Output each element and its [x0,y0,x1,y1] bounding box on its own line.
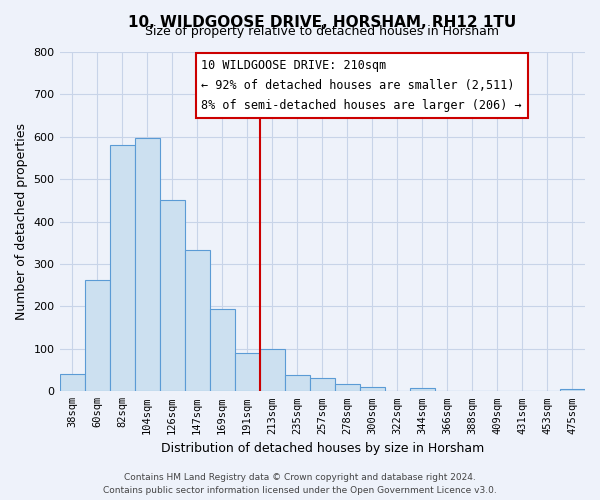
Bar [235,353,260,392]
Bar [160,200,185,392]
Bar [185,250,209,392]
Bar [59,374,85,392]
X-axis label: Distribution of detached houses by size in Horsham: Distribution of detached houses by size … [161,442,484,455]
Bar [360,387,385,392]
Bar [85,280,110,392]
Bar [260,349,285,392]
Y-axis label: Number of detached properties: Number of detached properties [15,123,28,320]
Bar [560,389,585,392]
Text: 10 WILDGOOSE DRIVE: 210sqm
← 92% of detached houses are smaller (2,511)
8% of se: 10 WILDGOOSE DRIVE: 210sqm ← 92% of deta… [202,59,522,112]
Bar [110,146,134,392]
Bar [134,138,160,392]
Bar [310,378,335,392]
Bar [209,310,235,392]
Text: Contains HM Land Registry data © Crown copyright and database right 2024.
Contai: Contains HM Land Registry data © Crown c… [103,474,497,495]
Bar [335,384,360,392]
Title: 10, WILDGOOSE DRIVE, HORSHAM, RH12 1TU: 10, WILDGOOSE DRIVE, HORSHAM, RH12 1TU [128,15,517,30]
Text: Size of property relative to detached houses in Horsham: Size of property relative to detached ho… [145,26,499,38]
Bar [410,388,435,392]
Bar [285,375,310,392]
